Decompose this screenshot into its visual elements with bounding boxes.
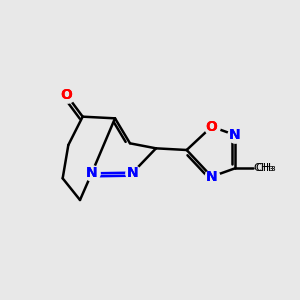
Text: O: O xyxy=(61,88,73,102)
Text: N: N xyxy=(229,128,241,142)
Text: O: O xyxy=(61,88,73,102)
Text: N: N xyxy=(127,166,139,180)
Text: N: N xyxy=(127,166,139,180)
Text: N: N xyxy=(229,128,241,142)
Text: N: N xyxy=(206,170,218,184)
Text: CH₃: CH₃ xyxy=(253,163,274,173)
Text: CH₃: CH₃ xyxy=(255,163,276,173)
Text: N: N xyxy=(86,166,98,180)
Text: N: N xyxy=(86,166,98,180)
Text: O: O xyxy=(206,120,218,134)
Text: O: O xyxy=(206,120,218,134)
Text: N: N xyxy=(206,170,218,184)
